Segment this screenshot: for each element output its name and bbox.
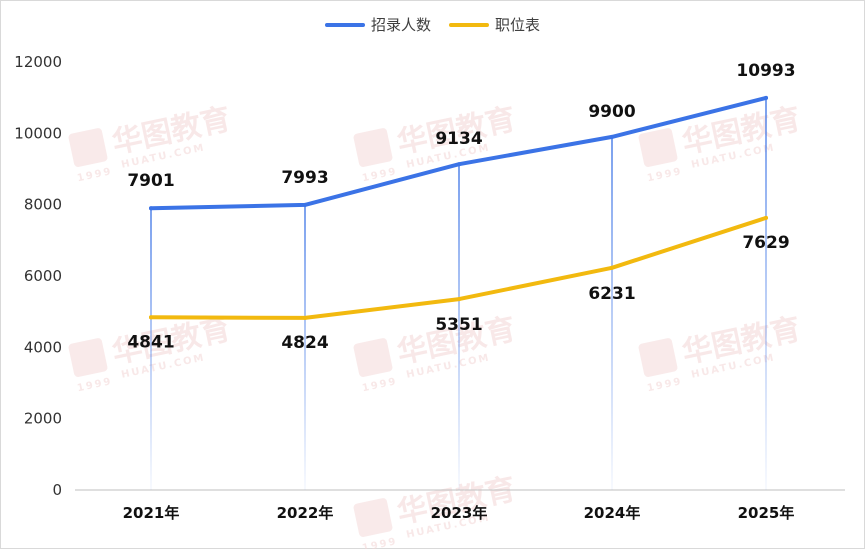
legend-item-series2[interactable]: 职位表: [449, 14, 540, 35]
legend-label-series2: 职位表: [495, 16, 541, 34]
drop-line: [458, 164, 460, 490]
watermark-badge-icon: [353, 498, 393, 537]
watermark-badge-icon: [638, 128, 678, 167]
data-label-series1: 7993: [281, 168, 328, 188]
axes: 0 2000 4000 6000 8000 10000 12000 2021年 2022年 202…: [14, 53, 845, 522]
drop-line: [150, 208, 152, 490]
y-tick-label: 8000: [24, 196, 62, 214]
x-tick-label: 2024年: [584, 504, 641, 522]
watermark-badge: 1999: [361, 376, 398, 394]
data-label-series2: 6231: [588, 284, 635, 304]
data-point: [303, 202, 307, 207]
data-point: [149, 206, 153, 211]
watermark-badge-icon: [68, 128, 108, 167]
legend: 招录人数 职位表: [0, 14, 865, 35]
drop-line: [765, 97, 767, 491]
watermark-badge-icon: [353, 128, 393, 167]
drop-lines: [150, 97, 767, 491]
legend-swatch-series1: [324, 22, 365, 27]
y-tick-label: 0: [52, 481, 62, 499]
x-tick-label: 2021年: [123, 504, 180, 522]
y-tick-label: 2000: [24, 410, 62, 428]
data-point: [303, 315, 307, 320]
legend-label-series1: 招录人数: [370, 16, 431, 34]
y-tick-label: 12000: [14, 53, 62, 71]
legend-swatch-series2: [449, 22, 489, 27]
drop-line: [304, 204, 306, 491]
watermark-badge: 1999: [76, 376, 113, 394]
watermark-badge: 1999: [76, 166, 113, 184]
data-label-series1: 9134: [435, 129, 482, 149]
data-point: [149, 315, 153, 320]
watermark-badge-icon: [353, 338, 393, 377]
data-label-series1: 10993: [736, 61, 795, 81]
x-tick-label: 2022年: [277, 504, 334, 522]
data-point: [610, 265, 614, 270]
data-point: [457, 162, 461, 167]
x-tick-label: 2025年: [738, 504, 795, 522]
watermark-badge: 1999: [646, 166, 683, 184]
data-labels: 7901 7993 9134 9900 10993 4841 4824 5351 6231 762…: [127, 61, 795, 353]
watermark-badge-icon: [68, 338, 108, 377]
y-tick-label: 4000: [24, 338, 62, 356]
x-tick-label: 2023年: [431, 504, 488, 522]
legend-item-series1[interactable]: 招录人数: [324, 14, 431, 35]
data-point: [610, 134, 614, 139]
watermark-badge-icon: [638, 338, 678, 377]
data-label-series2: 7629: [742, 233, 789, 253]
y-tick-label: 10000: [14, 124, 62, 142]
data-label-series2: 4841: [127, 332, 174, 352]
data-point: [764, 215, 768, 220]
y-tick-label: 6000: [24, 267, 62, 285]
watermark-badge: 1999: [646, 376, 683, 394]
data-label-series2: 5351: [435, 315, 482, 335]
data-label-series1: 9900: [588, 102, 635, 122]
series-lines: [149, 95, 768, 320]
data-point: [457, 297, 461, 302]
data-label-series2: 4824: [281, 333, 328, 353]
watermark-badge: 1999: [361, 536, 398, 549]
drop-line: [611, 136, 613, 490]
data-point: [764, 95, 768, 100]
data-label-series1: 7901: [127, 171, 174, 191]
